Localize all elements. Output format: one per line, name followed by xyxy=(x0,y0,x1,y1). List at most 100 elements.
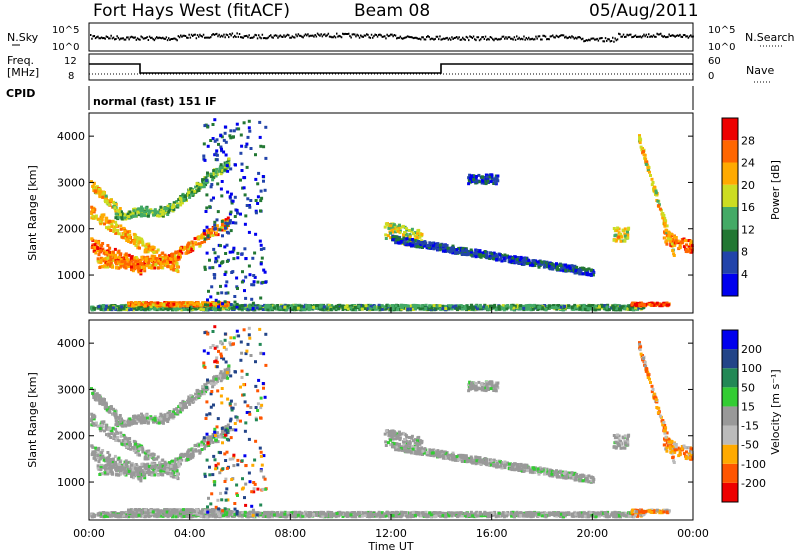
power-cell xyxy=(96,241,100,245)
power-cell xyxy=(117,257,121,261)
power-cell xyxy=(113,256,117,260)
power-cell xyxy=(551,304,555,308)
power-cell xyxy=(202,142,206,146)
power-cell xyxy=(200,236,203,240)
power-cell xyxy=(484,182,488,186)
power-cell xyxy=(294,303,298,307)
power-cell xyxy=(570,306,574,310)
power-cell xyxy=(527,306,531,309)
power-cell xyxy=(417,245,421,249)
power-cell xyxy=(220,228,224,232)
power-cell xyxy=(389,231,392,235)
velocity-cell xyxy=(175,469,179,473)
power-cell xyxy=(165,207,169,210)
power-cell xyxy=(223,300,227,304)
velocity-cell xyxy=(103,429,106,433)
power-cell xyxy=(109,221,113,225)
power-cell xyxy=(401,224,405,228)
power-cell xyxy=(639,303,643,307)
power-cell xyxy=(524,259,528,262)
power-cell xyxy=(224,153,228,157)
power-cell xyxy=(209,231,213,235)
power-cell xyxy=(137,259,141,263)
power-cell xyxy=(189,306,192,310)
velocity-cell xyxy=(138,447,142,451)
power-cell xyxy=(575,271,579,275)
power-cell xyxy=(201,178,205,182)
power-cell xyxy=(251,301,255,305)
power-cell xyxy=(475,307,479,311)
power-cell xyxy=(128,260,132,264)
power-cell xyxy=(397,237,401,241)
power-cell xyxy=(242,176,246,180)
power-cell xyxy=(140,302,144,306)
power-cell xyxy=(190,190,194,194)
velocity-cell xyxy=(152,463,156,467)
power-cell xyxy=(223,228,227,232)
power-cell xyxy=(280,308,284,311)
power-cell xyxy=(169,206,173,210)
power-cell xyxy=(378,306,382,310)
power-cell xyxy=(101,242,105,245)
velocity-cell xyxy=(107,432,111,436)
power-cell xyxy=(236,211,239,215)
power-cell xyxy=(536,260,540,264)
velocity-cell xyxy=(122,433,126,437)
velocity-cell xyxy=(138,453,141,457)
power-cell xyxy=(107,225,111,229)
power-cell xyxy=(136,263,140,267)
power-cell xyxy=(140,205,143,209)
velocity-cell xyxy=(176,477,180,481)
power-cell xyxy=(136,210,140,214)
velocity-cell xyxy=(152,458,156,462)
power-cell xyxy=(434,307,438,311)
power-cell xyxy=(137,207,141,211)
power-cell xyxy=(664,228,668,232)
velocity-cell xyxy=(146,455,150,459)
power-cell xyxy=(154,256,158,260)
power-cell xyxy=(113,225,117,229)
power-cell xyxy=(161,212,165,216)
power-cell xyxy=(259,296,263,300)
power-cell xyxy=(605,306,609,310)
power-cell xyxy=(454,304,458,308)
power-cell xyxy=(555,262,558,266)
velocity-cell xyxy=(128,467,132,471)
power-cell xyxy=(665,230,669,234)
power-cell xyxy=(187,193,191,197)
velocity-cell xyxy=(111,426,115,430)
power-cell xyxy=(484,178,488,182)
power-cell xyxy=(451,248,455,252)
power-cell xyxy=(199,303,203,307)
power-cell xyxy=(119,262,123,265)
velocity-cell xyxy=(174,458,178,462)
power-cell xyxy=(361,304,365,308)
power-cell xyxy=(259,243,263,247)
power-cell xyxy=(180,251,184,255)
power-cell xyxy=(678,246,682,250)
velocity-cell xyxy=(108,453,112,457)
power-cell xyxy=(110,265,114,269)
power-cell xyxy=(506,304,510,307)
power-cell xyxy=(684,243,688,247)
power-cell xyxy=(133,306,137,310)
power-cell xyxy=(191,243,195,247)
power-cell xyxy=(225,259,229,263)
power-cell xyxy=(228,219,232,223)
power-cell xyxy=(215,218,219,222)
power-cell xyxy=(102,259,106,263)
nsky-trace xyxy=(90,32,694,43)
power-cell xyxy=(242,121,246,125)
nsky-label: N.Sky xyxy=(7,31,39,44)
power-cell xyxy=(203,124,207,128)
power-cell xyxy=(209,172,213,176)
power-cell xyxy=(94,239,98,243)
power-cell xyxy=(538,262,542,266)
velocity-cell xyxy=(129,447,133,451)
power-cell xyxy=(259,199,263,203)
power-cell xyxy=(254,153,257,157)
power-cell xyxy=(93,243,97,247)
power-cell xyxy=(220,291,224,295)
power-cell xyxy=(221,234,224,238)
power-cell xyxy=(256,182,260,186)
